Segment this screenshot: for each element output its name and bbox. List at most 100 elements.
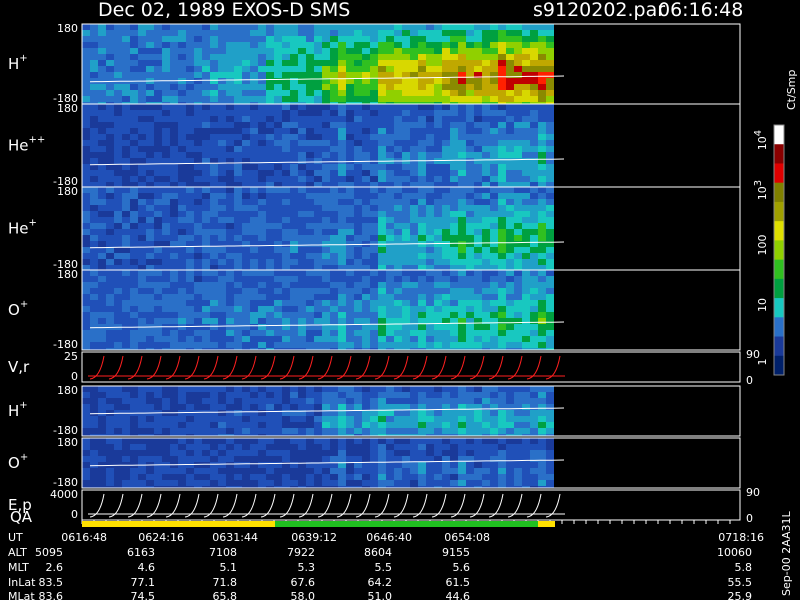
spectrogram-cell (130, 282, 138, 288)
spectrogram-cell (122, 60, 130, 66)
spectrogram-cell (210, 288, 218, 294)
spectrogram-cell (410, 480, 418, 486)
spectrogram-cell (450, 480, 458, 486)
spectrogram-cell (178, 128, 186, 134)
spectrogram-cell (354, 60, 362, 66)
spectrogram-cell (490, 36, 498, 42)
spectrogram-cell (434, 134, 442, 140)
spectrogram-cell (498, 474, 506, 480)
spectrogram-cell (410, 90, 418, 96)
spectrogram-cell (226, 480, 234, 486)
spectrogram-cell (434, 306, 442, 312)
spectrogram-cell (114, 342, 122, 348)
spectrogram-cell (506, 247, 514, 253)
spectrogram-cell (98, 270, 106, 276)
spectrogram-cell (250, 54, 258, 60)
spectrogram-cell (538, 247, 546, 253)
spectrogram-cell (250, 48, 258, 54)
spectrogram-cell (346, 128, 354, 134)
spectrogram-cell (314, 211, 322, 217)
spectrogram-cell (98, 96, 106, 102)
spectrogram-cell (474, 398, 482, 404)
spectrogram-cell (154, 158, 162, 164)
spectrogram-cell (354, 288, 362, 294)
spectrogram-cell (178, 348, 186, 350)
spectrogram-cell (90, 300, 98, 306)
spectrogram-cell (362, 404, 370, 410)
spectrogram-cell (130, 294, 138, 300)
spectrogram-cell (354, 193, 362, 199)
spectrogram-cell (266, 247, 274, 253)
spectrogram-cell (194, 270, 202, 276)
spectrogram-cell (122, 229, 130, 235)
colorbar-tick-label: 100 (756, 235, 769, 256)
spectrogram-cell (178, 300, 186, 306)
spectrogram-cell (226, 300, 234, 306)
spectrogram-cell (274, 36, 282, 42)
spectrogram-cell (186, 330, 194, 336)
spectrogram-cell (490, 229, 498, 235)
spectrogram-cell (290, 404, 298, 410)
spectrogram-cell (410, 134, 418, 140)
spectrogram-cell (274, 312, 282, 318)
spectrogram-cell (482, 416, 490, 422)
spectrogram-cell (82, 450, 90, 456)
spectrogram-cell (138, 330, 146, 336)
spectrogram-cell (490, 330, 498, 336)
spectrogram-cell (490, 78, 498, 84)
spectrogram-cell (218, 104, 226, 110)
spectrogram-cell (82, 288, 90, 294)
spectrogram-cell (322, 265, 330, 270)
spectrogram-cell (474, 30, 482, 36)
spectrogram-cell (338, 211, 346, 217)
spectrogram-cell (330, 300, 338, 306)
spectrogram-cell (258, 265, 266, 270)
spectrogram-cell (458, 336, 466, 342)
spectrogram-cell (506, 330, 514, 336)
spectrogram-cell (498, 182, 506, 187)
spectrogram-cell (426, 288, 434, 294)
spectrogram-cell (226, 259, 234, 265)
spectrogram-cell (106, 30, 114, 36)
spectrogram-cell (346, 336, 354, 342)
spectrogram-cell (538, 276, 546, 282)
spectrogram-cell (498, 187, 506, 193)
spectrogram-cell (122, 450, 130, 456)
spectrogram-cell (194, 122, 202, 128)
spectrogram-cell (194, 324, 202, 330)
spectrogram-cell (82, 480, 90, 486)
spectrogram-cell (122, 66, 130, 72)
spectrogram-cell (370, 306, 378, 312)
spectrogram-cell (394, 324, 402, 330)
spectrogram-cell (338, 54, 346, 60)
spectrogram-cell (274, 229, 282, 235)
spectrogram-cell (546, 24, 554, 30)
spectrogram-cell (354, 294, 362, 300)
spectrogram-cell (130, 134, 138, 140)
spectrogram-cell (170, 434, 178, 436)
spectrogram-cell (194, 247, 202, 253)
spectrogram-cell (130, 450, 138, 456)
spectrogram-cell (162, 235, 170, 241)
spectrogram-cell (146, 474, 154, 480)
spectrogram-cell (458, 134, 466, 140)
spectrogram-cell (426, 330, 434, 336)
spectrogram-cell (138, 235, 146, 241)
spectrogram-cell (514, 235, 522, 241)
spectrogram-cell (410, 102, 418, 104)
spectrogram-cell (130, 223, 138, 229)
spectrogram-cell (394, 386, 402, 392)
spectrogram-cell (314, 205, 322, 211)
spectrogram-cell (362, 434, 370, 436)
spectrogram-cell (418, 146, 426, 152)
spectrogram-cell (330, 235, 338, 241)
spectrogram-cell (194, 450, 202, 456)
spectrogram-cell (194, 54, 202, 60)
spectrogram-cell (338, 462, 346, 468)
spectrogram-cell (130, 438, 138, 444)
spectrogram-cell (250, 410, 258, 416)
spectrogram-cell (386, 247, 394, 253)
spectrogram-cell (482, 152, 490, 158)
spectrogram-cell (322, 438, 330, 444)
spectrogram-cell (130, 217, 138, 223)
